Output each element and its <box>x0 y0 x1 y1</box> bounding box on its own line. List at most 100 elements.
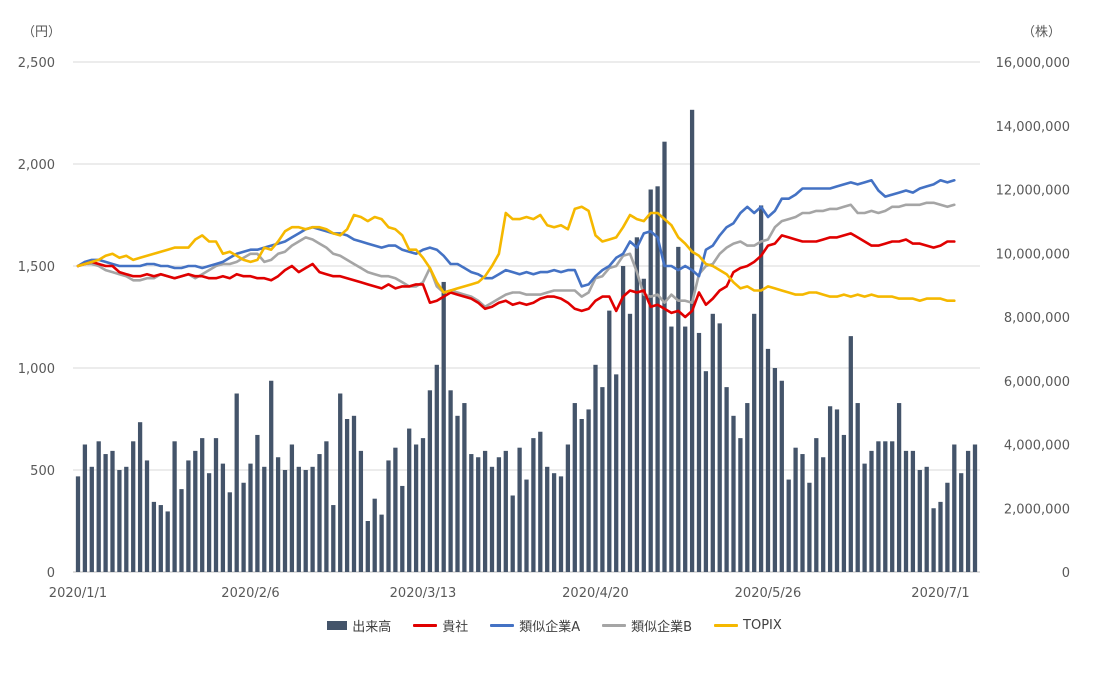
volume-bar <box>131 441 136 572</box>
left-tick-label: 2,500 <box>18 56 55 71</box>
volume-bar <box>117 470 122 572</box>
volume-bar <box>600 387 605 572</box>
x-tick-label: 2020/7/1 <box>911 586 969 600</box>
volume-bar <box>890 441 895 572</box>
volume-bar <box>772 368 778 572</box>
volume-bar <box>841 434 847 572</box>
volume-bar <box>151 501 157 572</box>
volume-bar <box>372 498 377 572</box>
volume-bar <box>938 501 943 572</box>
volume-bar <box>924 466 929 572</box>
volume-bar <box>655 186 660 572</box>
series-line-similar-b <box>76 201 956 309</box>
volume-bar <box>593 364 598 572</box>
x-tick-label: 2020/3/13 <box>390 586 457 600</box>
volume-bar <box>137 422 143 572</box>
volume-bar <box>420 438 426 572</box>
x-tick-label: 2020/2/6 <box>221 586 279 600</box>
volume-bar <box>234 393 239 572</box>
legend-label-volume: 出来高 <box>352 620 392 635</box>
right-tick-label: 2,000,000 <box>1004 502 1070 517</box>
volume-bar <box>379 514 384 572</box>
volume-bar <box>172 441 177 572</box>
volume-bar <box>400 485 405 572</box>
volume-bar <box>779 380 784 572</box>
volume-bar <box>200 438 205 572</box>
volume-bar <box>883 441 888 572</box>
volume-bar <box>496 457 502 572</box>
volume-bar <box>317 454 322 572</box>
volume-bar <box>282 470 288 572</box>
volume-bar <box>862 463 867 572</box>
volume-bar <box>296 466 301 572</box>
volume-bar <box>476 457 481 572</box>
right-tick-label: 0 <box>1062 566 1070 581</box>
series-line-company <box>76 232 956 319</box>
volume-bar <box>683 326 688 572</box>
volume-bar <box>876 441 881 572</box>
volume-bar <box>807 482 812 572</box>
volume-bar <box>517 447 522 572</box>
volume-bar <box>310 466 315 572</box>
volume-bar <box>620 266 626 572</box>
volume-bar <box>358 450 364 572</box>
volume-bar <box>586 409 591 572</box>
volume-bar <box>165 511 170 572</box>
volume-bar <box>565 444 571 572</box>
volume-bar <box>641 278 646 572</box>
right-tick-label: 16,000,000 <box>996 56 1070 71</box>
volume-bar <box>124 466 129 572</box>
chart-legend: 出来高 貴社 類似企業A 類似企業B TOPIX <box>0 616 1109 635</box>
volume-bar <box>82 444 88 572</box>
volume-bar <box>834 409 840 572</box>
volume-bar <box>579 419 584 572</box>
volume-bar <box>227 492 232 572</box>
volume-bar <box>344 419 350 572</box>
volume-bar <box>703 371 709 572</box>
volume-bar <box>434 364 439 572</box>
volume-bar <box>869 450 874 572</box>
volume-bar <box>745 403 750 572</box>
volume-bar <box>158 505 163 572</box>
volume-bar <box>455 415 460 572</box>
volume-bar <box>241 482 246 572</box>
right-tick-label: 8,000,000 <box>1004 311 1070 326</box>
legend-label-similar-a: 類似企業A <box>519 620 581 635</box>
volume-bar <box>531 438 536 572</box>
left-tick-label: 1,500 <box>18 260 55 275</box>
volume-bar <box>724 387 729 572</box>
volume-bar <box>972 444 978 572</box>
volume-bar <box>607 310 612 572</box>
volume-bar <box>765 348 771 572</box>
volume-bar <box>648 189 653 572</box>
volume-bar <box>572 403 577 572</box>
legend-item-company: 貴社 <box>413 616 468 635</box>
volume-bar <box>206 473 212 572</box>
volume-bar <box>427 390 433 572</box>
volume-bar <box>758 205 764 572</box>
volume-bar <box>193 450 198 572</box>
volume-bar <box>89 466 94 572</box>
volume-bar <box>800 454 805 572</box>
volume-bar <box>814 438 819 572</box>
left-tick-label: 1,000 <box>18 362 55 377</box>
volume-bar <box>503 450 508 572</box>
volume-bar <box>855 403 860 572</box>
volume-bar <box>303 470 308 572</box>
volume-bar <box>489 466 495 572</box>
volume-bars <box>75 109 978 572</box>
volume-bar <box>462 403 467 572</box>
volume-bar <box>186 460 191 572</box>
volume-bar <box>179 489 184 572</box>
volume-bar <box>558 476 564 572</box>
legend-item-topix: TOPIX <box>714 616 782 635</box>
volume-bar <box>213 438 219 572</box>
volume-bar <box>965 450 971 572</box>
volume-bar <box>821 457 826 572</box>
volume-bar <box>413 444 419 572</box>
volume-bar <box>827 406 833 572</box>
axes: （円） （株） 0 500 1,000 1,500 2,000 2,500 0 2,000,0… <box>18 25 1070 601</box>
volume-bar <box>545 466 550 572</box>
volume-bar <box>910 450 916 572</box>
